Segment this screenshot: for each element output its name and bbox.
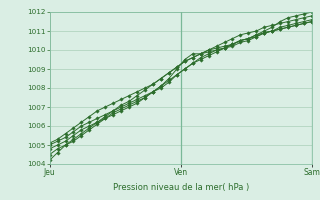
X-axis label: Pression niveau de la mer( hPa ): Pression niveau de la mer( hPa ) <box>113 183 249 192</box>
